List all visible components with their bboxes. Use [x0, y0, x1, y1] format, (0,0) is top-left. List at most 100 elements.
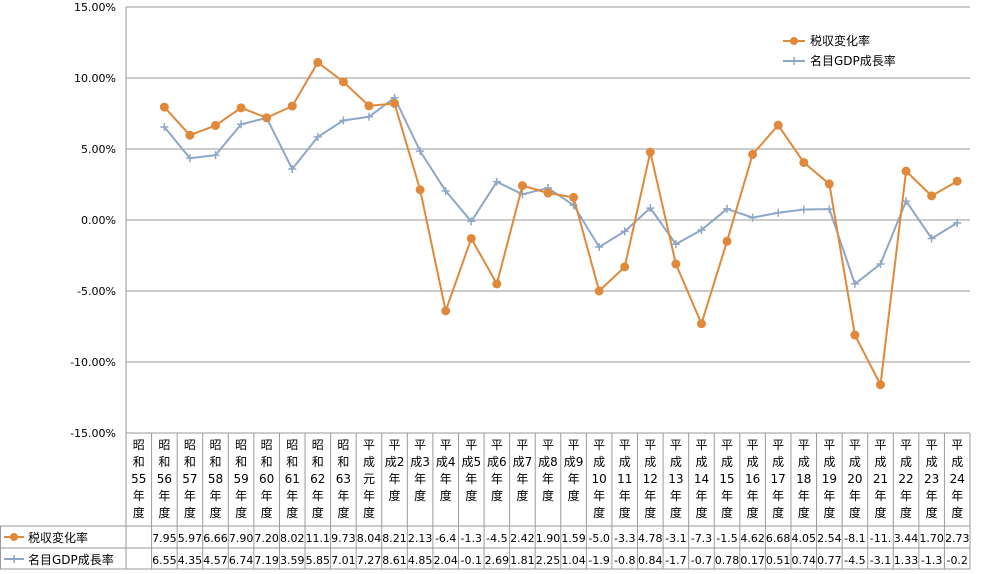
- y-tick-label: -10.00%: [70, 356, 116, 369]
- table-cell-value: -3.1: [665, 532, 686, 545]
- data-point: [441, 187, 450, 196]
- x-tick-label: 昭和 62 年度: [310, 438, 325, 520]
- table-cell-value: 1.04: [561, 554, 586, 567]
- table-cell-value: 1.33: [894, 554, 919, 567]
- data-point: [901, 166, 911, 176]
- y-tick-label: 15.00%: [74, 1, 116, 14]
- data-point: [748, 149, 758, 159]
- x-tick-label: 平成 21 年度: [873, 438, 888, 520]
- data-point: [952, 176, 962, 186]
- data-point: [467, 217, 476, 226]
- x-tick-label: 平成6 年度: [487, 438, 507, 503]
- x-tick-label: 平成 23 年度: [924, 438, 939, 520]
- data-point: [645, 147, 655, 157]
- data-point: [696, 319, 706, 329]
- data-point: [723, 204, 732, 213]
- data-point: [671, 240, 680, 249]
- x-tick-label: 昭和 55 年度: [131, 438, 146, 520]
- table-cell-value: 7.20: [254, 532, 279, 545]
- data-point: [875, 380, 885, 390]
- table-cell-value: -3.1: [870, 554, 891, 567]
- x-tick-label: 平成 13 年度: [668, 438, 683, 520]
- x-tick-label: 平成 20 年度: [847, 438, 862, 520]
- data-point: [748, 213, 757, 222]
- x-tick-label: 平成元年度: [363, 438, 375, 520]
- table-cell-value: 8.04: [357, 532, 382, 545]
- x-tick-label: 平成 17 年度: [771, 438, 786, 520]
- table-cell-value: -3.3: [614, 532, 635, 545]
- data-point: [927, 234, 936, 243]
- table-cell-value: 2.54: [817, 532, 842, 545]
- data-point: [338, 77, 348, 87]
- x-tick-label: 平成2 年度: [385, 438, 405, 503]
- data-point: [876, 260, 885, 269]
- y-tick-label: 0.00%: [81, 214, 116, 227]
- table-row-header: 名目GDP成長率: [28, 552, 114, 567]
- data-point: [492, 279, 502, 289]
- data-point: [364, 112, 373, 121]
- table-cell-value: 5.97: [178, 532, 203, 545]
- data-point: [773, 120, 783, 130]
- legend-label: 税収変化率: [810, 33, 870, 48]
- data-point: [774, 208, 783, 217]
- table-cell-value: -0.7: [691, 554, 712, 567]
- table-cell-value: 4.85: [408, 554, 433, 567]
- table-cell-value: -0.8: [614, 554, 635, 567]
- table-cell-value: 9.73: [331, 532, 356, 545]
- data-point: [390, 98, 400, 108]
- table-cell-value: 1.59: [561, 532, 586, 545]
- table-cell-value: 2.25: [536, 554, 561, 567]
- x-tick-label: 昭和 56 年度: [157, 438, 172, 520]
- table-cell-value: -7.3: [691, 532, 712, 545]
- legend-item: 名目GDP成長率: [783, 53, 896, 68]
- x-tick-label: 平成 18 年度: [796, 438, 811, 520]
- x-tick-label: 平成3 年度: [410, 438, 430, 503]
- x-tick-label: 平成4 年度: [436, 438, 456, 503]
- data-point: [211, 151, 220, 160]
- table-cell-value: -1.7: [665, 554, 686, 567]
- series-line: [163, 61, 958, 386]
- data-point: [799, 157, 809, 167]
- data-point: [262, 113, 272, 123]
- data-point: [211, 120, 221, 130]
- data-point: [927, 191, 937, 201]
- x-tick-label: 平成 10 年度: [592, 438, 607, 520]
- table-row-legend-key: [4, 533, 24, 541]
- series-line: [163, 96, 958, 285]
- data-point: [415, 185, 425, 195]
- data-point: [288, 165, 297, 174]
- x-tick-label: 昭和 59 年度: [233, 438, 248, 520]
- data-point: [569, 192, 579, 202]
- x-tick-label: 平成 12 年度: [643, 438, 658, 520]
- x-tick-label: 平成9 年度: [564, 438, 584, 503]
- table-cell-value: -0.2: [946, 554, 967, 567]
- data-point: [185, 130, 195, 140]
- table-cell-value: 8.21: [382, 532, 407, 545]
- table-cell-value: 1.81: [510, 554, 535, 567]
- data-point: [850, 279, 859, 288]
- data-point: [492, 177, 501, 186]
- y-axis-tick-labels: 15.00% 10.00% 5.00% 0.00% -5.00% -10.00% -15.0…: [70, 1, 116, 440]
- x-tick-label: 平成5 年度: [461, 438, 481, 503]
- data-point: [594, 286, 604, 296]
- table-cell-value: 8.61: [382, 554, 407, 567]
- table-cell-value: 2.69: [485, 554, 510, 567]
- x-tick-label: 平成 14 年度: [694, 438, 709, 520]
- table-cell-value: 6.55: [152, 554, 177, 567]
- table-cell-value: -4.5: [486, 532, 507, 545]
- table-row-header: 税収変化率: [28, 530, 88, 545]
- x-tick-label: 平成8 年度: [538, 438, 558, 503]
- data-point: [236, 103, 246, 113]
- x-tick-label: 平成7 年度: [513, 438, 533, 503]
- x-tick-label: 平成 11 年度: [617, 438, 632, 520]
- x-tick-label: 平成 16 年度: [745, 438, 760, 520]
- data-point: [313, 132, 322, 141]
- data-point: [339, 116, 348, 125]
- data-point: [799, 205, 808, 214]
- table-cell-value: -1.5: [716, 532, 737, 545]
- data-point: [416, 147, 425, 156]
- table-cell-value: 0.84: [638, 554, 663, 567]
